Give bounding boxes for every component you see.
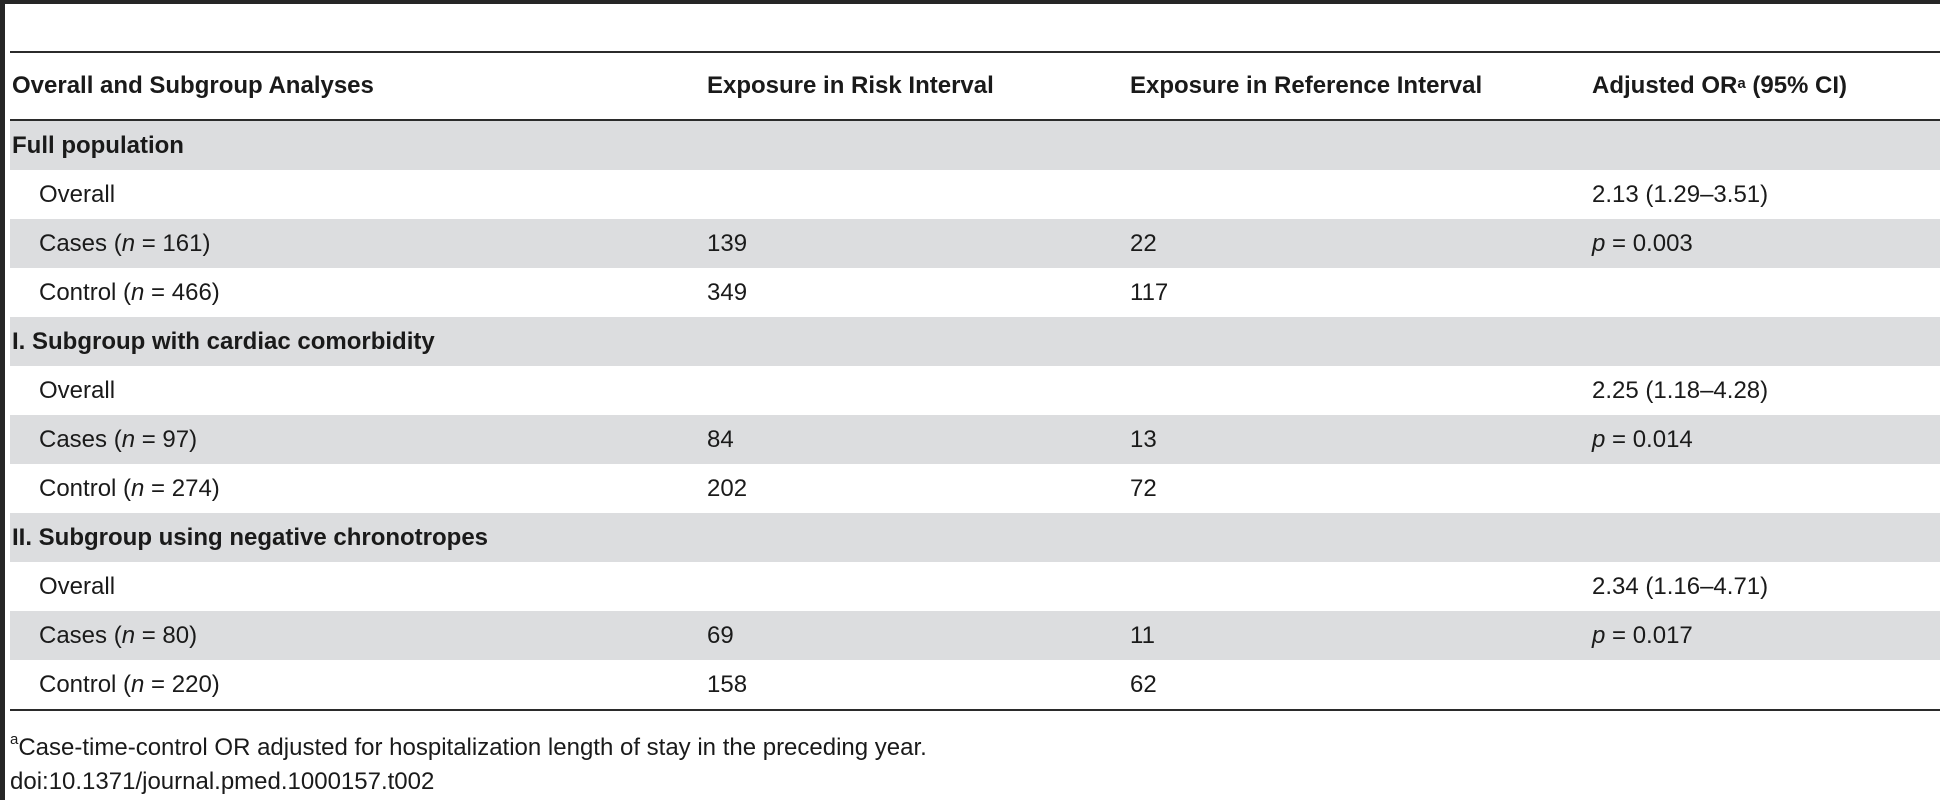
- table-bottom-rule: [10, 709, 1940, 711]
- left-border: [0, 0, 5, 800]
- control-row: Control (n = 274) 202 72: [10, 464, 1940, 513]
- overall-row: Overall 2.25 (1.18–4.28): [10, 366, 1940, 415]
- cases-row: Cases (n = 161) 139 22 p = 0.003: [10, 219, 1940, 268]
- control-label: Control (n = 274): [39, 474, 220, 502]
- header-analyses: Overall and Subgroup Analyses: [12, 72, 374, 99]
- reference-value: 13: [1130, 425, 1157, 453]
- section-title: I. Subgroup with cardiac comorbidity: [12, 327, 435, 355]
- section-title: Full population: [12, 131, 184, 159]
- overall-row: Overall 2.13 (1.29–3.51): [10, 170, 1940, 219]
- risk-value: 158: [707, 670, 748, 698]
- results-table: Overall and Subgroup Analyses Exposure i…: [10, 51, 1940, 711]
- overall-label: Overall: [39, 376, 116, 404]
- cases-label: Cases (n = 97): [39, 425, 198, 453]
- p-value: p = 0.017: [1592, 621, 1693, 649]
- table-footnote: aCase-time-control OR adjusted for hospi…: [10, 731, 927, 761]
- section-title-row: I. Subgroup with cardiac comorbidity: [10, 317, 1940, 366]
- doi-link[interactable]: doi:10.1371/journal.pmed.1000157.t002: [10, 768, 435, 795]
- p-value: p = 0.014: [1592, 425, 1693, 453]
- section-title: II. Subgroup using negative chronotropes: [12, 523, 489, 551]
- header-risk-interval: Exposure in Risk Interval: [707, 72, 994, 99]
- table-top-rule: [10, 51, 1940, 53]
- risk-value: 202: [707, 474, 748, 502]
- reference-value: 62: [1130, 670, 1157, 698]
- section-title-row: Full population: [10, 121, 1940, 170]
- p-value: p = 0.003: [1592, 229, 1693, 257]
- control-row: Control (n = 220) 158 62: [10, 660, 1940, 709]
- reference-value: 22: [1130, 229, 1157, 257]
- header-adjusted-or: Adjusted OR a (95% CI): [1592, 72, 1848, 99]
- header-reference-interval: Exposure in Reference Interval: [1130, 72, 1483, 99]
- risk-value: 139: [707, 229, 748, 257]
- top-border: [0, 0, 1940, 4]
- control-label: Control (n = 220): [39, 670, 220, 698]
- overall-label: Overall: [39, 180, 116, 208]
- table-header-row: Overall and Subgroup Analyses Exposure i…: [10, 53, 1940, 121]
- overall-label: Overall: [39, 572, 116, 600]
- risk-value: 349: [707, 278, 748, 306]
- cases-row: Cases (n = 97) 84 13 p = 0.014: [10, 415, 1940, 464]
- reference-value: 11: [1130, 621, 1155, 649]
- or-ci-value: 2.34 (1.16–4.71): [1592, 572, 1769, 600]
- cases-label: Cases (n = 80): [39, 621, 198, 649]
- reference-value: 117: [1130, 278, 1169, 306]
- reference-value: 72: [1130, 474, 1157, 502]
- or-ci-value: 2.13 (1.29–3.51): [1592, 180, 1769, 208]
- cases-label: Cases (n = 161): [39, 229, 211, 257]
- overall-row: Overall 2.34 (1.16–4.71): [10, 562, 1940, 611]
- control-label: Control (n = 466): [39, 278, 220, 306]
- risk-value: 69: [707, 621, 734, 649]
- control-row: Control (n = 466) 349 117: [10, 268, 1940, 317]
- cases-row: Cases (n = 80) 69 11 p = 0.017: [10, 611, 1940, 660]
- section-title-row: II. Subgroup using negative chronotropes: [10, 513, 1940, 562]
- or-ci-value: 2.25 (1.18–4.28): [1592, 376, 1769, 404]
- risk-value: 84: [707, 425, 734, 453]
